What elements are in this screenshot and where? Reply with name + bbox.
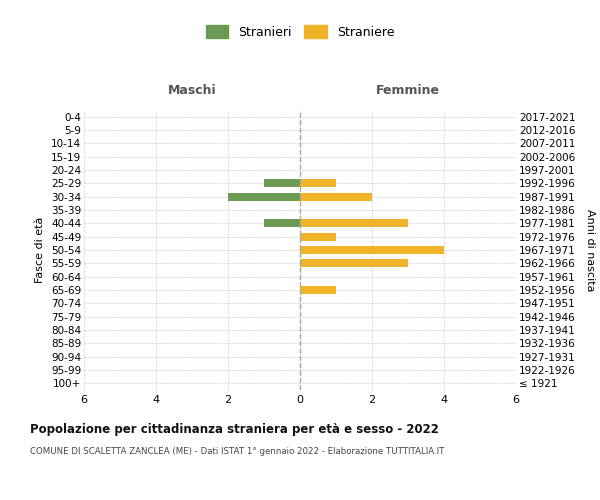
Bar [300, 232, 336, 240]
Text: Femmine: Femmine [376, 84, 440, 98]
Bar [300, 180, 336, 188]
Y-axis label: Fasce di età: Fasce di età [35, 217, 46, 283]
Bar [264, 220, 300, 228]
Bar [300, 286, 336, 294]
Y-axis label: Anni di nascita: Anni di nascita [585, 209, 595, 291]
Bar [300, 260, 408, 268]
Bar [300, 192, 372, 200]
Text: Popolazione per cittadinanza straniera per età e sesso - 2022: Popolazione per cittadinanza straniera p… [30, 422, 439, 436]
Bar [264, 180, 300, 188]
Bar [228, 192, 300, 200]
Legend: Stranieri, Straniere: Stranieri, Straniere [202, 21, 398, 42]
Text: COMUNE DI SCALETTA ZANCLEA (ME) - Dati ISTAT 1° gennaio 2022 - Elaborazione TUTT: COMUNE DI SCALETTA ZANCLEA (ME) - Dati I… [30, 448, 445, 456]
Text: Maschi: Maschi [167, 84, 217, 98]
Bar [300, 246, 444, 254]
Bar [300, 220, 408, 228]
